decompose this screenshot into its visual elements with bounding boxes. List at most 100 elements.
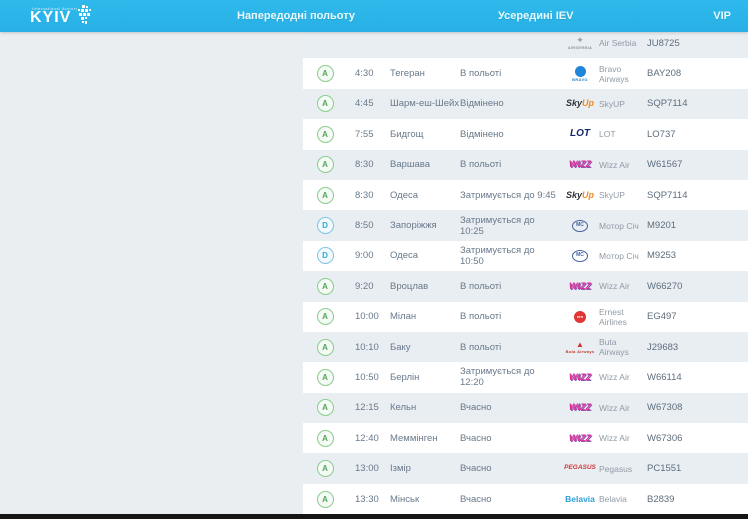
status-cell: A: [303, 308, 347, 326]
flight-number: W66114: [647, 371, 682, 383]
status-letter-badge: A: [316, 308, 334, 326]
flight-row[interactable]: A 10:10 Баку В польоті ▲ Buta Airways But…: [303, 331, 748, 363]
flight-time: 9:00: [355, 250, 374, 262]
nav-vip[interactable]: VIP: [713, 10, 731, 22]
flight-number: M9201: [647, 220, 677, 232]
airline-name: SkyUP: [599, 190, 625, 201]
flight-time: 13:00: [355, 463, 379, 475]
flight-status: Вчасно: [460, 493, 492, 505]
flight-row[interactable]: ✦ AIRSERBIA Air Serbia JU8725: [303, 28, 748, 59]
status-letter-badge: A: [316, 368, 334, 386]
status-cell: A: [303, 429, 347, 447]
flight-time: 10:50: [355, 371, 379, 383]
flight-number: W61567: [647, 159, 683, 171]
flight-destination: Шарм-еш-Шейх: [390, 98, 460, 110]
status-letter-badge: A: [316, 125, 334, 143]
status-cell: A: [303, 277, 347, 295]
status-cell: [303, 35, 347, 52]
flight-row[interactable]: A 13:30 Мінськ Вчасно Belavia Belavia B2…: [303, 483, 748, 515]
flight-status: Вчасно: [460, 432, 492, 444]
status-cell: A: [303, 125, 347, 143]
flight-number: JU8725: [647, 37, 680, 49]
flight-destination: Меммінген: [390, 432, 438, 444]
airline-logo: LOT: [570, 128, 590, 140]
flight-row[interactable]: D 8:50 Запоріжжя Затримується до 10:25 М…: [303, 210, 748, 241]
flight-status: В польоті: [460, 280, 502, 292]
flight-row[interactable]: A 13:00 Ізмір Вчасно PEGASUS Pegasus PC1…: [303, 453, 748, 484]
flight-time: 8:50: [355, 220, 374, 232]
flight-time: 7:55: [355, 128, 374, 140]
flight-number: W67306: [647, 432, 683, 444]
airline-name: Wizz Air: [599, 433, 630, 444]
airline-logo: МС: [565, 249, 595, 262]
status-cell: A: [303, 156, 347, 174]
status-letter-badge: A: [316, 65, 334, 83]
flight-status: Вчасно: [460, 463, 492, 475]
flight-destination: Баку: [390, 341, 411, 353]
nav-inside-iev[interactable]: Усередині IEV: [498, 10, 574, 22]
airline-logo: ern: [565, 310, 595, 323]
status-letter-badge: A: [316, 156, 334, 174]
status-letter-badge: A: [316, 490, 334, 508]
flight-row[interactable]: A 8:30 Одеса Затримується до 9:45 Sky Up …: [303, 179, 748, 211]
airline-logo: WIZZ: [569, 402, 591, 413]
airline-name: Wizz Air: [599, 372, 630, 383]
airline-name: Мотор Січ: [599, 250, 639, 261]
flight-row[interactable]: A 4:30 Тегеран В польоті BRAVO Bravo Air…: [303, 58, 748, 89]
airline-logo: Belavia: [565, 493, 595, 504]
airline-name: Ernest Airlines: [599, 306, 627, 327]
airline-logo: WIZZ: [569, 432, 591, 443]
flight-destination: Бидгощ: [390, 128, 424, 140]
flight-row[interactable]: A 10:50 Берлін Затримується до 12:20 WIZ…: [303, 362, 748, 393]
flight-number: W66270: [647, 280, 683, 292]
airline-logo: Sky Up: [565, 98, 594, 109]
flight-destination: Варшава: [390, 159, 431, 171]
flight-destination: Тегеран: [390, 68, 425, 80]
flight-row[interactable]: A 8:30 Варшава В польоті WIZZ Wizz Air W…: [303, 149, 748, 180]
flight-row[interactable]: A 12:15 Кельн Вчасно WIZZ Wizz Air W6730…: [303, 392, 748, 424]
flight-destination: Запоріжжя: [390, 220, 437, 232]
flight-row[interactable]: A 12:40 Меммінген Вчасно WIZZ Wizz Air W…: [303, 423, 748, 454]
status-cell: A: [303, 95, 347, 113]
airline-name: Wizz Air: [599, 402, 630, 413]
flight-row[interactable]: A 9:20 Вроцлав В польоті WIZZ Wizz Air W…: [303, 271, 748, 302]
flight-time: 12:15: [355, 402, 379, 414]
flight-number: LO737: [647, 128, 676, 140]
flight-status: Вчасно: [460, 402, 492, 414]
flight-destination: Мінськ: [390, 493, 420, 505]
flight-destination: Вроцлав: [390, 280, 429, 292]
flight-time: 10:00: [355, 311, 379, 323]
airport-logo[interactable]: International Airport KYIV: [30, 3, 93, 29]
airline-logo: BRAVO: [565, 65, 595, 82]
flight-number: BAY208: [647, 68, 682, 80]
flight-row[interactable]: D 9:00 Одеса Затримується до 10:50 МС Мо…: [303, 240, 748, 272]
flight-row[interactable]: A 4:45 Шарм-еш-Шейх Відмінено Sky Up SkyU…: [303, 88, 748, 120]
flight-destination: Ізмір: [390, 463, 411, 475]
flight-time: 9:20: [355, 280, 374, 292]
flight-time: 13:30: [355, 493, 379, 505]
status-cell: A: [303, 368, 347, 386]
airline-name: Air Serbia: [599, 38, 637, 49]
flight-time: 8:30: [355, 189, 374, 201]
airline-logo: ▲ Buta Airways: [565, 339, 595, 354]
status-letter-badge: A: [316, 460, 334, 478]
flight-time: 10:10: [355, 341, 379, 353]
airline-name: Buta Airways: [599, 337, 629, 358]
flight-time: 4:30: [355, 68, 374, 80]
flight-row[interactable]: A 10:00 Мілан В польоті ern Ernest Airli…: [303, 301, 748, 332]
airline-name: Pegasus: [599, 463, 633, 474]
nav-pre-flight[interactable]: Напередодні польоту: [237, 10, 356, 22]
flight-row[interactable]: A 7:55 Бидгощ Відмінено LOT LOT LO737: [303, 119, 748, 150]
flight-time: 8:30: [355, 159, 374, 171]
flight-number: M9253: [647, 250, 677, 262]
flight-number: B2839: [647, 493, 675, 505]
status-letter-badge: A: [316, 338, 334, 356]
status-letter-badge: D: [316, 217, 334, 235]
airline-name: Wizz Air: [599, 159, 630, 170]
flight-destination: Одеса: [390, 189, 419, 201]
airline-logo: WIZZ: [569, 371, 591, 382]
flight-destination: Берлін: [390, 371, 420, 383]
status-cell: A: [303, 460, 347, 478]
bottom-bar: [0, 514, 748, 519]
airline-logo: ✦ AIRSERBIA: [567, 35, 593, 51]
